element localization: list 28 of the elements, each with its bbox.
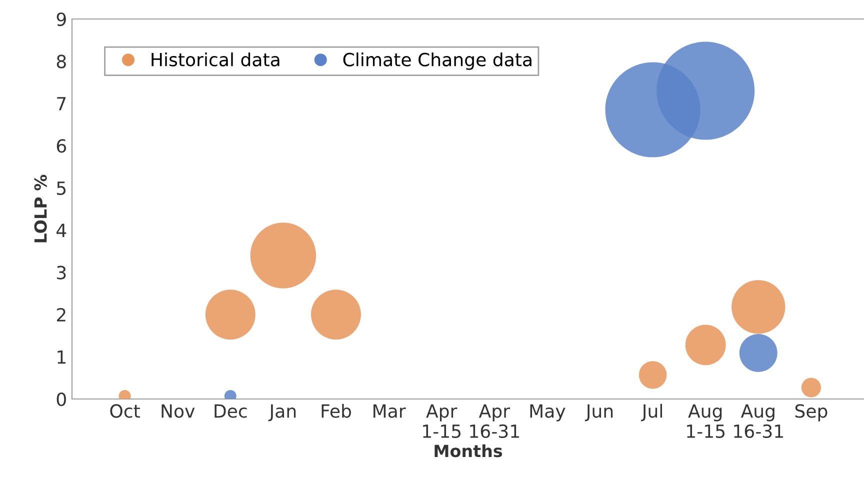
x-tick-label: Feb	[322, 404, 351, 418]
x-tick-label: Apr 16-31	[470, 404, 519, 438]
y-tick-label: 0	[56, 392, 66, 406]
x-tick-label: Aug 16-31	[734, 404, 783, 438]
y-axis-title: LOLP %	[34, 174, 47, 242]
x-tick-label: Jun	[584, 404, 613, 422]
y-tick-label: 2	[56, 308, 66, 322]
x-tick-label: Mar	[374, 404, 406, 418]
y-tick-label: 1	[58, 350, 66, 364]
x-tick-label: May	[530, 404, 566, 422]
x-tick-label: Oct	[110, 404, 140, 418]
y-tick-label: 9	[56, 12, 66, 26]
y-tick-label: 5	[57, 182, 66, 196]
x-axis-title: Months	[434, 444, 502, 458]
x-tick-label: Jul	[640, 404, 662, 422]
y-tick-label: 3	[57, 266, 66, 280]
x-tick-label: Aug 1-15	[687, 404, 725, 438]
x-tick-label: Apr 1-15	[423, 404, 461, 438]
y-tick-label: 4	[56, 224, 66, 237]
legend-label: Historical data	[152, 52, 280, 66]
y-tick-label: 7	[57, 97, 66, 110]
x-tick-label: Jan	[268, 404, 296, 422]
legend-label: Climate Change data	[343, 52, 532, 70]
x-tick-label: Dec	[214, 404, 247, 418]
x-tick-label: Nov	[162, 404, 195, 418]
y-tick-label: 8	[56, 54, 66, 68]
x-tick-label: Sep	[795, 404, 828, 422]
y-tick-label: 6	[56, 139, 66, 153]
